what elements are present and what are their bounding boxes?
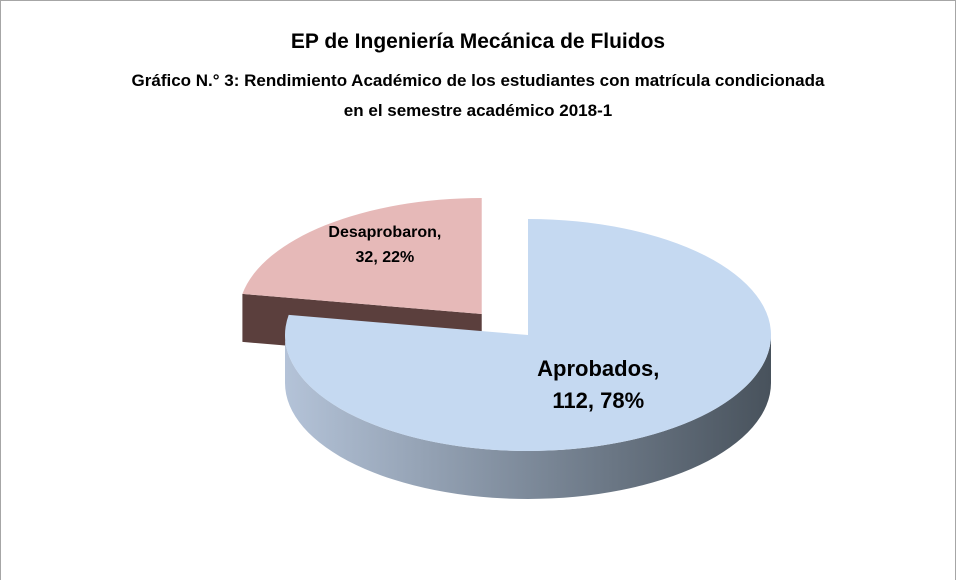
chart-title: EP de Ingeniería Mecánica de Fluidos [290,30,666,53]
chart-subtitle: Gráfico N.° 3: Rendimiento Académico de … [131,71,825,120]
data-label: Desaprobaron, 32, 22% [328,223,442,266]
data-label: Aprobados, 112, 78% [537,355,660,413]
slice [284,219,771,451]
slice-wall [285,335,771,499]
slice [242,198,482,315]
